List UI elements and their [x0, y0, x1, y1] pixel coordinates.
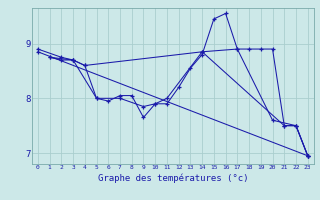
X-axis label: Graphe des températures (°c): Graphe des températures (°c) — [98, 173, 248, 183]
